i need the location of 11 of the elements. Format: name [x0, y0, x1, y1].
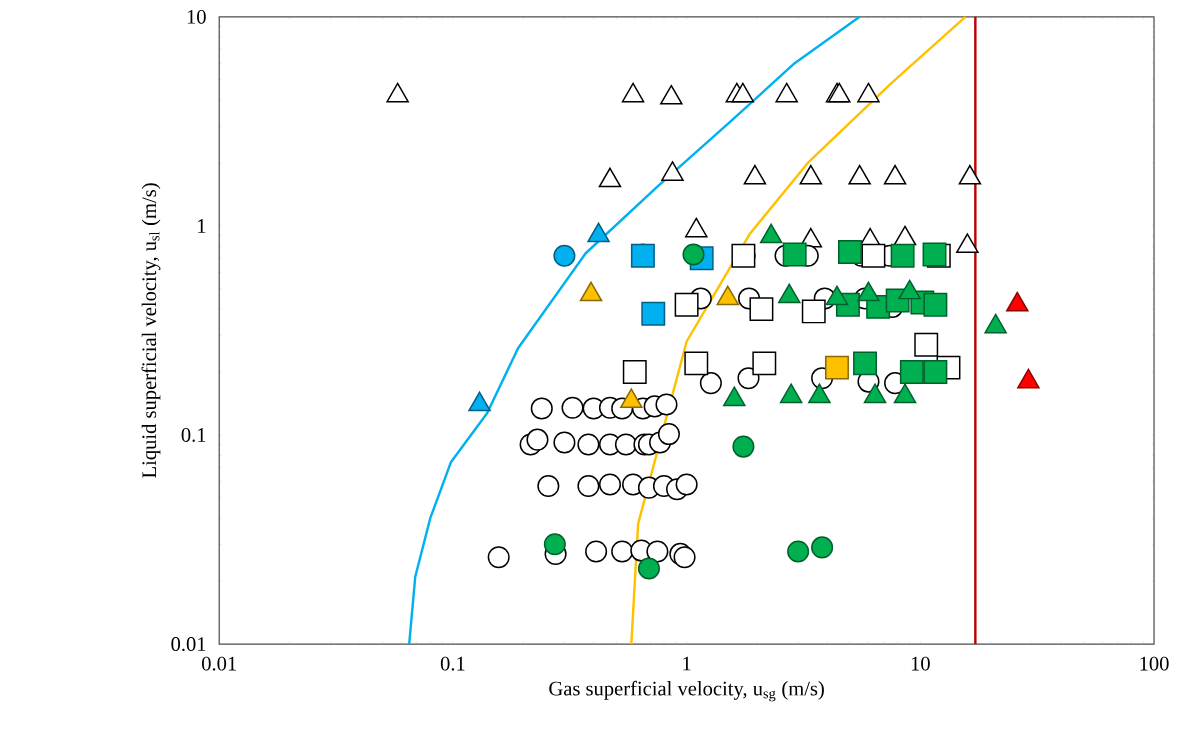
x-tick-label: 0.1 — [440, 656, 465, 671]
y-tick-label: 1 — [198, 219, 206, 233]
y-tick-label: 0.01 — [171, 637, 206, 652]
y-tick-label: 10 — [187, 9, 206, 24]
x-tick-label: 100 — [1140, 656, 1169, 671]
x-tick-label: 10 — [911, 656, 930, 671]
y-axis-title: Liquid superficial velocity, u$_{sl}$ (m/s) — [141, 183, 161, 478]
y-tick-label: 0.1 — [181, 427, 206, 442]
x-axis-title: Gas superficial velocity, u$_{sg}$ (m/s) — [549, 680, 824, 702]
x-tick-label: 1 — [683, 656, 691, 671]
x-tick-label: 0.01 — [202, 656, 236, 671]
